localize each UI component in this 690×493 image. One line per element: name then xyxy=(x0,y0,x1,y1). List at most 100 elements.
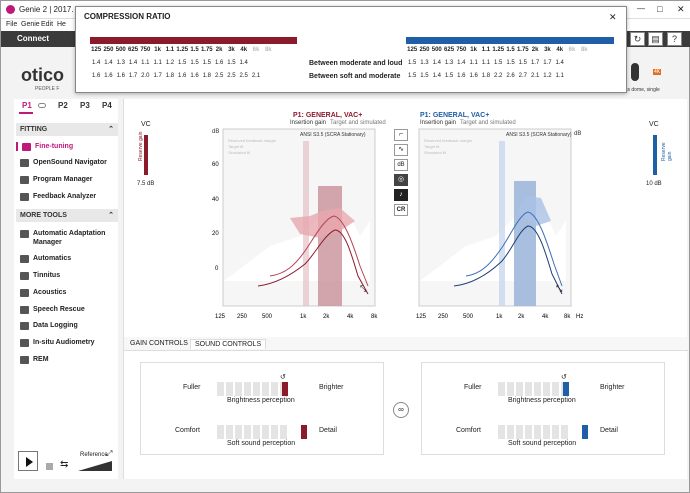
program-tab-p3[interactable]: P3 xyxy=(80,101,90,110)
right-band-1k xyxy=(499,141,505,306)
cell: 1.6 xyxy=(104,73,113,79)
comfort-label: Comfort xyxy=(456,427,481,434)
cell: 4k xyxy=(240,47,248,53)
legend-target: Target fit xyxy=(424,144,440,149)
brightness-slider[interactable] xyxy=(217,382,291,396)
oticon-logo: otico xyxy=(21,65,64,85)
program-link-icon[interactable] xyxy=(38,103,46,108)
cell: 1.1 xyxy=(469,60,478,66)
reset-icon[interactable]: ↺ xyxy=(280,374,286,381)
right-zoom-icon[interactable]: ⤡ xyxy=(556,284,563,293)
x-tick-125: 125 xyxy=(416,314,427,320)
swap-icon[interactable]: ⇆ xyxy=(60,459,69,470)
detail-label: Detail xyxy=(319,427,337,434)
close-button[interactable]: ✕ xyxy=(677,4,685,14)
sidebar-item-label: Automatic Adaptation Manager xyxy=(33,230,106,246)
right-reserve-value: 10 dB xyxy=(646,181,662,187)
volume-ramp-icon[interactable] xyxy=(78,461,112,471)
left-vc-label: VC xyxy=(141,121,151,128)
menu-file[interactable]: File xyxy=(6,21,18,28)
sidebar-item-acoustics[interactable]: Acoustics xyxy=(16,288,118,297)
connect-button[interactable]: Connect xyxy=(17,34,49,43)
cell: 1.75 xyxy=(516,47,529,53)
brightness-label: Brightness perception xyxy=(227,397,295,404)
cell: 1.3 xyxy=(444,60,454,66)
left-soft-handle[interactable] xyxy=(301,425,307,439)
cell: 1.4 xyxy=(555,60,564,66)
cell: 1.5 xyxy=(227,60,236,66)
right-simulated-loud-curve xyxy=(465,211,563,287)
program-tab-p4[interactable]: P4 xyxy=(102,101,112,110)
program-tab-p1[interactable]: P1 xyxy=(22,101,32,110)
cr-button[interactable]: CR xyxy=(394,204,408,216)
right-row-soft-moderate: 1.5 1.5 1.4 1.5 1.6 1.6 1.8 2.2 2.6 2.7 2.1 1.2 1.1 xyxy=(406,73,590,79)
soft-sound-slider[interactable] xyxy=(498,425,572,439)
sidebar-item-data-logging[interactable]: Data Logging xyxy=(16,321,118,330)
help-icon[interactable]: ? xyxy=(667,32,682,46)
refresh-icon[interactable]: ↻ xyxy=(630,32,645,46)
dialog-close-button[interactable]: ✕ xyxy=(609,12,617,22)
sidebar-item-rem[interactable]: REM xyxy=(16,355,118,364)
curve-icon[interactable]: ∿ xyxy=(394,144,408,156)
left-brightness-handle[interactable] xyxy=(282,382,288,396)
stop-button[interactable] xyxy=(46,463,53,470)
more-tools-header[interactable]: MORE TOOLS ⌃ xyxy=(16,209,118,222)
more-tools-label: MORE TOOLS xyxy=(20,212,67,219)
left-simulated-loud-curve xyxy=(269,215,369,287)
program-tab-underline xyxy=(19,112,33,114)
cell: 2.7 xyxy=(518,73,527,79)
fitting-header[interactable]: FITTING ⌃ xyxy=(16,123,118,136)
right-target-area xyxy=(516,196,551,226)
reset-icon[interactable]: ↺ xyxy=(561,374,567,381)
link-sides-button[interactable]: ∞ xyxy=(393,402,409,418)
target-icon[interactable]: ◎ xyxy=(394,174,408,186)
x-tick-8k: 8k xyxy=(564,314,571,320)
sidebar-item-adaptation-manager[interactable]: Automatic Adaptation Manager xyxy=(16,229,108,247)
right-brightness-handle[interactable] xyxy=(563,382,569,396)
cell: 750 xyxy=(140,47,151,53)
sidebar-item-opensound-navigator[interactable]: OpenSound Navigator xyxy=(16,158,118,167)
dialog-title: COMPRESSION RATIO xyxy=(84,12,171,21)
y-tick-0: 0 xyxy=(215,266,219,272)
cell: 1.5 xyxy=(518,60,527,66)
cell xyxy=(566,60,578,66)
x-tick-8k: 8k xyxy=(371,314,378,320)
menu-genie[interactable]: Genie xyxy=(21,21,40,28)
db-toggle[interactable]: dB xyxy=(394,159,408,171)
music-icon[interactable]: ♪ xyxy=(394,189,408,201)
left-chart-title: P1: GENERAL, VAC+ xyxy=(293,112,363,119)
expand-icon[interactable]: ⤢ xyxy=(106,449,113,458)
menu-edit[interactable]: Edit xyxy=(41,21,54,28)
tab-gain-controls[interactable]: GAIN CONTROLS xyxy=(130,340,188,347)
y-unit-label: dB xyxy=(212,129,219,135)
tab-sound-controls[interactable]: SOUND CONTROLS xyxy=(190,339,267,349)
program-tab-p2[interactable]: P2 xyxy=(58,101,68,110)
maximize-button[interactable]: □ xyxy=(657,4,663,14)
play-button[interactable] xyxy=(18,451,38,471)
sidebar-item-tinnitus[interactable]: Tinnitus xyxy=(16,271,118,280)
sidebar-item-fine-tuning[interactable]: Fine-tuning xyxy=(16,142,118,151)
brightness-slider[interactable] xyxy=(498,382,572,396)
left-zoom-icon[interactable]: ⤡ xyxy=(360,284,367,293)
cell: 2.1 xyxy=(530,73,540,79)
graph-icon[interactable]: ⌐ xyxy=(394,129,408,141)
sidebar-item-feedback-analyzer[interactable]: Feedback Analyzer xyxy=(16,192,118,201)
cell: 1.8 xyxy=(202,73,211,79)
sidebar-item-label: Automatics xyxy=(33,255,72,262)
cell: 1.5 xyxy=(190,47,199,53)
sidebar-item-speech-rescue[interactable]: Speech Rescue xyxy=(16,305,118,314)
sidebar-item-automatics[interactable]: Automatics xyxy=(16,254,118,263)
sidebar-item-insitu-audiometry[interactable]: In-situ Audiometry xyxy=(16,338,118,347)
cell: 1.5 xyxy=(494,60,503,66)
cell: 1.6 xyxy=(116,73,125,79)
soft-sound-slider[interactable] xyxy=(217,425,291,439)
brighter-label: Brighter xyxy=(600,384,625,391)
right-soft-handle[interactable] xyxy=(582,425,588,439)
document-icon[interactable]: ▤ xyxy=(648,32,663,46)
sidebar-item-program-manager[interactable]: Program Manager xyxy=(16,175,118,184)
x-tick-4k: 4k xyxy=(542,314,549,320)
y-unit-label: dB xyxy=(574,131,581,137)
menu-help[interactable]: He xyxy=(57,21,66,28)
minimize-button[interactable]: — xyxy=(637,4,645,13)
cell: 2k xyxy=(215,47,223,53)
